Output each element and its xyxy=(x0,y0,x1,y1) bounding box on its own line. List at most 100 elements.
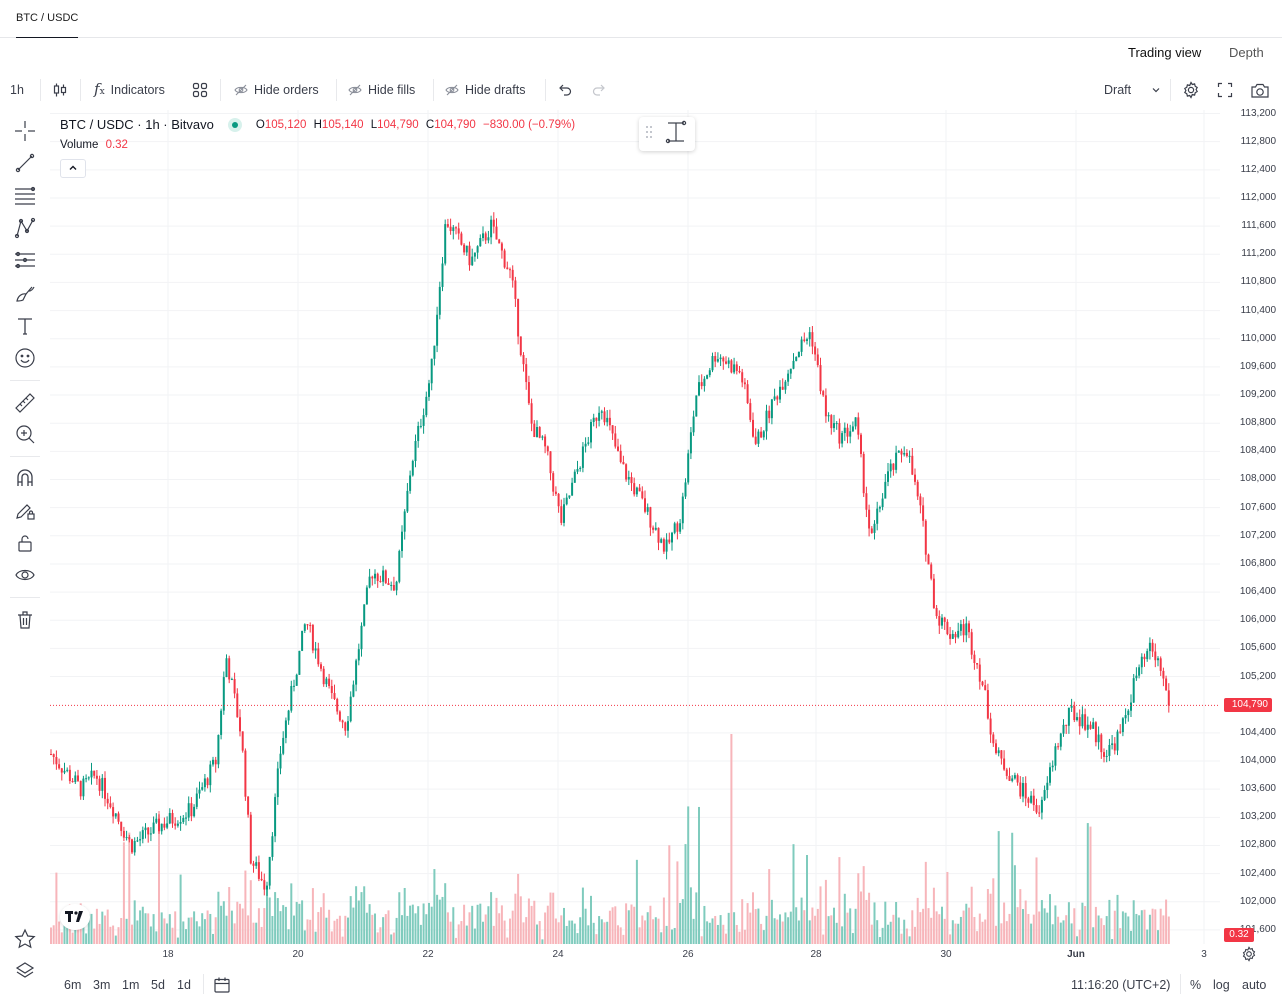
candle xyxy=(352,684,355,697)
range-5d[interactable]: 5d xyxy=(151,978,165,992)
volume-bar xyxy=(1038,911,1041,944)
candle xyxy=(276,768,279,798)
range-3m[interactable]: 3m xyxy=(93,978,111,992)
hide-drafts-button[interactable]: Hide drafts xyxy=(445,80,525,100)
candle xyxy=(1121,718,1124,733)
volume-bar xyxy=(222,901,225,944)
tradingview-logo[interactable] xyxy=(60,904,90,930)
crosshair-icon[interactable] xyxy=(12,118,38,144)
candle xyxy=(900,450,903,455)
hide-fills-button[interactable]: Hide fills xyxy=(348,80,415,100)
trash-icon[interactable] xyxy=(12,607,38,633)
price-chart[interactable] xyxy=(50,110,1220,944)
indicators-button[interactable]: fx Indicators xyxy=(94,80,165,100)
volume-bar xyxy=(606,921,609,944)
candle xyxy=(541,436,544,438)
volume-bar xyxy=(622,934,625,944)
fullscreen-button[interactable] xyxy=(1217,80,1233,100)
projection-icon[interactable] xyxy=(12,247,38,273)
zoom-in-icon[interactable] xyxy=(12,421,38,447)
close-label: C xyxy=(425,118,435,131)
candle xyxy=(371,576,374,579)
eye-icon[interactable] xyxy=(12,562,38,588)
trend-line-icon[interactable] xyxy=(12,150,38,176)
volume-bar xyxy=(989,893,992,944)
volume-bar xyxy=(541,939,544,944)
candle xyxy=(1040,799,1043,813)
price-range-icon[interactable] xyxy=(665,120,687,149)
candle xyxy=(1054,746,1057,766)
goto-date-button[interactable] xyxy=(213,976,231,999)
interval-button[interactable]: 1h xyxy=(10,83,24,97)
volume-bar xyxy=(257,908,260,944)
text-icon[interactable] xyxy=(12,313,38,339)
eye-off-icon xyxy=(348,83,362,97)
brush-icon[interactable] xyxy=(12,281,38,307)
volume-bar xyxy=(711,918,714,944)
redo-button[interactable] xyxy=(591,80,607,100)
screenshot-button[interactable] xyxy=(1250,80,1270,100)
volume-bar xyxy=(1157,930,1159,944)
volume-bar xyxy=(506,937,509,944)
candle xyxy=(463,244,466,253)
volume-bar xyxy=(652,919,655,944)
candle xyxy=(522,355,525,365)
chart-settings-button[interactable] xyxy=(1241,946,1257,967)
candle xyxy=(1148,642,1151,652)
candle xyxy=(827,415,830,417)
candle xyxy=(436,314,439,346)
candle xyxy=(444,224,447,264)
clock[interactable]: 11:16:20 (UTC+2) xyxy=(1071,978,1171,992)
open-label: O xyxy=(255,118,265,131)
toolbar-divider xyxy=(1170,79,1171,101)
magnet-icon[interactable] xyxy=(12,465,38,491)
lock-icon[interactable] xyxy=(12,530,38,556)
drag-handle-icon[interactable] xyxy=(645,125,653,144)
auto-toggle[interactable]: auto xyxy=(1242,978,1267,992)
collapse-legend-button[interactable] xyxy=(60,159,86,178)
ruler-icon[interactable] xyxy=(12,390,38,416)
candle-type-button[interactable] xyxy=(52,80,68,100)
candle xyxy=(700,382,703,387)
price-axis[interactable]: 113,200 112,800 112,400 112,000 111,600 111,2… xyxy=(1220,108,1282,944)
range-6m[interactable]: 6m xyxy=(64,978,82,992)
volume-bar xyxy=(803,910,806,944)
hide-orders-button[interactable]: Hide orders xyxy=(234,80,319,100)
candle xyxy=(808,332,811,340)
emoji-icon[interactable] xyxy=(12,345,38,371)
lock-draw-icon[interactable] xyxy=(12,497,38,523)
volume-bar xyxy=(50,927,52,944)
range-1m[interactable]: 1m xyxy=(122,978,140,992)
star-icon[interactable] xyxy=(12,926,38,952)
symbol-title[interactable]: BTC / USDC · 1h · Bitvavo xyxy=(60,117,214,132)
layers-icon[interactable] xyxy=(12,958,38,984)
tab-depth[interactable]: Depth xyxy=(1229,45,1264,60)
volume-bar xyxy=(1100,918,1103,944)
undo-button[interactable] xyxy=(557,80,573,100)
candle xyxy=(430,358,433,384)
volume-bar xyxy=(787,917,790,944)
pattern-icon[interactable] xyxy=(12,215,38,241)
candle xyxy=(525,364,528,383)
candle xyxy=(287,710,290,721)
draft-select[interactable]: Draft xyxy=(1104,80,1161,100)
settings-button[interactable] xyxy=(1182,80,1200,100)
tab-btc-usdc[interactable]: BTC / USDC xyxy=(16,0,79,38)
volume-bar xyxy=(914,926,916,944)
candle xyxy=(652,527,655,530)
volume-bar xyxy=(311,888,314,944)
templates-button[interactable] xyxy=(192,80,208,100)
candle xyxy=(328,678,331,687)
volume-bar xyxy=(487,906,490,944)
tab-trading-view[interactable]: Trading view xyxy=(1128,45,1202,60)
log-toggle[interactable]: log xyxy=(1213,978,1230,992)
volume-bar xyxy=(565,925,568,944)
candle xyxy=(214,759,217,765)
fib-icon[interactable] xyxy=(12,183,38,209)
range-1d[interactable]: 1d xyxy=(177,978,191,992)
percent-toggle[interactable]: % xyxy=(1190,978,1202,992)
volume-bar xyxy=(449,921,452,944)
candle xyxy=(320,664,322,669)
floating-toolbar[interactable] xyxy=(639,117,695,151)
candle xyxy=(114,813,117,817)
